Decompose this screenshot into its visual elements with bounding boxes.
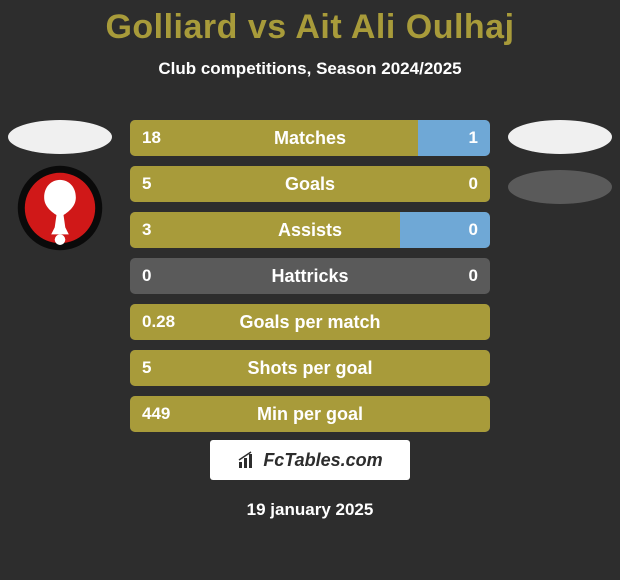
stat-label: Shots per goal xyxy=(130,358,490,379)
stat-label: Goals xyxy=(130,174,490,195)
stat-right-value: 1 xyxy=(469,128,478,148)
stat-row: 5Shots per goal xyxy=(130,350,490,386)
player-ellipse-left xyxy=(8,120,112,154)
club-badge-icon xyxy=(16,164,104,252)
stat-row: 5Goals0 xyxy=(130,166,490,202)
stat-label: Matches xyxy=(130,128,490,149)
stat-right-value: 0 xyxy=(469,266,478,286)
subtitle: Club competitions, Season 2024/2025 xyxy=(0,59,620,79)
player-ellipse-right-2 xyxy=(508,170,612,204)
stat-right-value: 0 xyxy=(469,174,478,194)
stat-row: 449Min per goal xyxy=(130,396,490,432)
stat-label: Goals per match xyxy=(130,312,490,333)
chart-icon xyxy=(237,450,257,470)
date-text: 19 january 2025 xyxy=(0,500,620,520)
watermark-text: FcTables.com xyxy=(263,450,382,471)
stat-label: Assists xyxy=(130,220,490,241)
right-player-logos xyxy=(508,120,612,204)
page-title: Golliard vs Ait Ali Oulhaj xyxy=(0,0,620,47)
stat-row: 0.28Goals per match xyxy=(130,304,490,340)
stat-label: Min per goal xyxy=(130,404,490,425)
stat-right-value: 0 xyxy=(469,220,478,240)
player-ellipse-right-1 xyxy=(508,120,612,154)
left-player-logos xyxy=(8,120,112,257)
watermark-badge: FcTables.com xyxy=(210,440,410,480)
stats-bars: 18Matches15Goals03Assists00Hattricks00.2… xyxy=(130,120,490,442)
stat-label: Hattricks xyxy=(130,266,490,287)
stat-row: 3Assists0 xyxy=(130,212,490,248)
stat-row: 0Hattricks0 xyxy=(130,258,490,294)
stat-row: 18Matches1 xyxy=(130,120,490,156)
